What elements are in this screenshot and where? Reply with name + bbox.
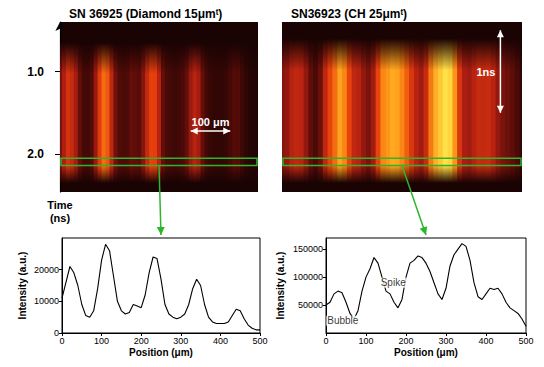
svg-text:1.0: 1.0 <box>27 65 44 79</box>
svg-text:100: 100 <box>358 336 373 346</box>
svg-text:10000: 10000 <box>34 296 59 306</box>
svg-text:500: 500 <box>518 336 533 346</box>
svg-text:20000: 20000 <box>34 265 59 275</box>
svg-text:400: 400 <box>213 336 228 346</box>
svg-text:SN 36925 (Diamond 15μmᵗ): SN 36925 (Diamond 15μmᵗ) <box>69 7 222 21</box>
svg-text:Position (μm): Position (μm) <box>129 347 193 358</box>
svg-text:Position (μm): Position (μm) <box>394 347 458 358</box>
svg-text:0: 0 <box>323 336 328 346</box>
svg-text:0: 0 <box>54 328 59 338</box>
svg-text:500: 500 <box>252 336 267 346</box>
svg-text:300: 300 <box>173 336 188 346</box>
svg-text:300: 300 <box>438 336 453 346</box>
svg-text:Time: Time <box>47 199 72 211</box>
svg-text:(ns): (ns) <box>50 212 71 224</box>
svg-text:150000: 150000 <box>293 244 323 254</box>
svg-text:200: 200 <box>134 336 149 346</box>
svg-text:100000: 100000 <box>293 272 323 282</box>
svg-text:2.0: 2.0 <box>27 147 44 161</box>
svg-text:Bubble: Bubble <box>327 315 359 326</box>
svg-text:0: 0 <box>59 336 64 346</box>
svg-text:100 μm: 100 μm <box>192 116 230 128</box>
svg-text:Intensity (a.u.): Intensity (a.u.) <box>17 252 28 320</box>
svg-text:SN36923 (CH 25μmᵗ): SN36923 (CH 25μmᵗ) <box>291 7 407 21</box>
svg-text:Intensity (a.u.): Intensity (a.u.) <box>275 252 286 320</box>
svg-text:1ns: 1ns <box>476 66 495 78</box>
svg-text:50000: 50000 <box>298 300 323 310</box>
svg-text:200: 200 <box>398 336 413 346</box>
svg-text:Spike: Spike <box>381 277 406 288</box>
svg-text:100: 100 <box>94 336 109 346</box>
svg-text:400: 400 <box>478 336 493 346</box>
